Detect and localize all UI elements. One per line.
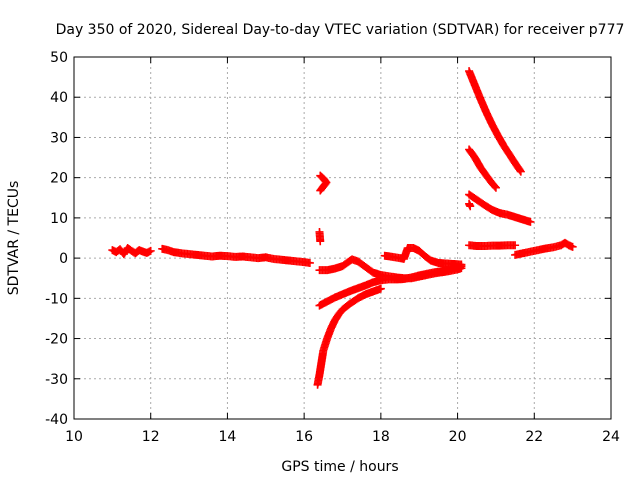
data-points (108, 67, 577, 389)
data-point (146, 246, 155, 255)
y-tick-label: -10 (45, 291, 68, 307)
data-point (316, 237, 325, 246)
y-tick-label: -40 (45, 412, 68, 428)
x-tick-label: 12 (142, 429, 160, 445)
y-axis-label: SDTVAR / TECUs (6, 181, 22, 296)
data-point (568, 242, 577, 251)
y-tick-label: 10 (50, 211, 68, 227)
x-tick-label: 16 (295, 429, 313, 445)
data-point (376, 284, 385, 293)
y-tick-label: -20 (45, 332, 68, 348)
y-tick-labels: -40 -30 -20 -10 0 10 20 30 40 50 (45, 50, 68, 428)
y-tick-label: -30 (45, 372, 68, 388)
x-axis-label: GPS time / hours (281, 459, 398, 475)
data-point (490, 182, 499, 191)
tick-marks (73, 56, 612, 420)
x-tick-label: 22 (525, 429, 543, 445)
y-tick-label: 0 (59, 251, 68, 267)
data-point (466, 202, 475, 211)
x-tick-label: 24 (602, 429, 620, 445)
x-tick-label: 20 (449, 429, 467, 445)
data-point (511, 241, 520, 250)
x-tick-labels: 10 12 14 16 18 20 22 24 (65, 429, 620, 445)
data-point (457, 260, 466, 269)
y-tick-label: 20 (50, 171, 68, 187)
chart-title: Day 350 of 2020, Sidereal Day-to-day VTE… (56, 22, 625, 38)
data-point (516, 166, 525, 175)
x-tick-label: 14 (219, 429, 237, 445)
data-point (526, 217, 535, 226)
y-tick-label: 50 (50, 50, 68, 66)
x-tick-label: 10 (65, 429, 83, 445)
data-point (491, 183, 500, 192)
plot-frame (73, 56, 612, 420)
data-point (516, 167, 525, 176)
data-point (316, 186, 325, 195)
data-point (317, 185, 326, 194)
data-point (305, 258, 314, 267)
grid (74, 57, 611, 419)
y-tick-label: 30 (50, 130, 68, 146)
y-tick-label: 40 (50, 90, 68, 106)
x-tick-label: 18 (372, 429, 390, 445)
